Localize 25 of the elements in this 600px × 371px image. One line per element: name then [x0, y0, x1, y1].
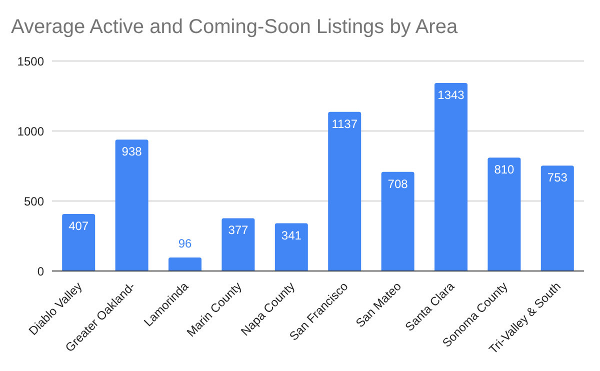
data-label: 377: [228, 223, 249, 238]
data-label: 753: [547, 170, 568, 185]
bar: [328, 112, 362, 271]
data-label: 341: [281, 228, 302, 242]
bar: [62, 214, 96, 271]
data-label: 96: [178, 236, 192, 251]
y-tick-label: 500: [24, 194, 44, 208]
bar: [434, 82, 468, 271]
bar: [274, 223, 308, 271]
bar: [168, 258, 202, 271]
data-label: 1343: [438, 88, 465, 102]
bar: [222, 218, 255, 271]
bar: [488, 158, 521, 271]
y-tick-label: 1500: [17, 54, 44, 68]
data-label: 708: [388, 176, 408, 191]
y-tick-label: 1000: [17, 124, 44, 138]
data-label: 1137: [332, 116, 358, 131]
data-label: 938: [122, 144, 142, 159]
chart-title: Average Active and Coming-Soon Listings by Area: [11, 16, 458, 39]
y-tick-label: 0: [37, 264, 44, 278]
bar: [115, 140, 148, 271]
data-label: 810: [494, 162, 515, 177]
bar: [381, 172, 414, 271]
data-label: 407: [68, 219, 89, 234]
bar: [540, 166, 574, 271]
